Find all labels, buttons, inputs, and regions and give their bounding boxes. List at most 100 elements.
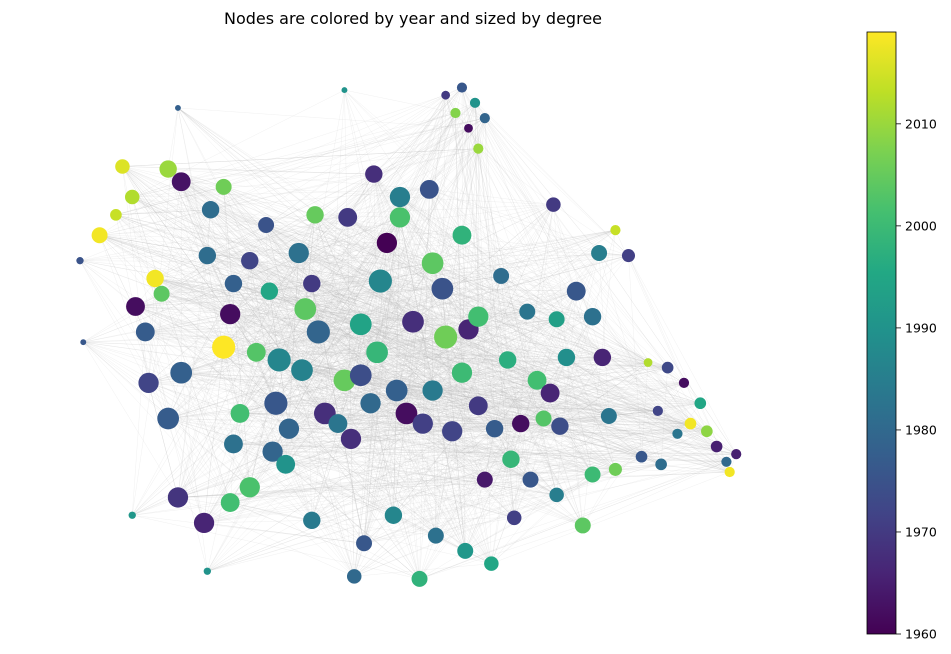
- edge: [461, 87, 557, 495]
- edge: [445, 235, 463, 338]
- edge: [315, 214, 400, 218]
- edge: [249, 260, 381, 282]
- edge: [314, 112, 456, 216]
- node-point: [294, 298, 317, 320]
- edge: [223, 148, 479, 348]
- edge: [435, 453, 737, 536]
- edge: [360, 128, 469, 376]
- edge: [168, 168, 374, 175]
- edge: [233, 443, 616, 470]
- edge: [350, 118, 486, 439]
- edge: [347, 217, 362, 376]
- edge: [79, 260, 136, 307]
- edge: [520, 357, 603, 424]
- node-point: [724, 466, 735, 478]
- edge: [249, 260, 381, 282]
- edge: [298, 252, 717, 447]
- node-point: [643, 358, 653, 367]
- edge: [373, 174, 424, 424]
- node-point: [175, 104, 181, 111]
- edge: [207, 291, 270, 572]
- node-point: [476, 471, 493, 488]
- edge: [465, 459, 512, 552]
- edge: [478, 148, 554, 205]
- edge: [350, 438, 355, 577]
- edge: [223, 186, 603, 358]
- edge: [167, 168, 492, 564]
- edge: [393, 197, 401, 516]
- node-layer: [76, 82, 742, 587]
- edge: [550, 382, 684, 394]
- edge: [168, 168, 316, 216]
- edge: [484, 403, 701, 480]
- edge: [608, 382, 685, 417]
- edge: [396, 197, 401, 391]
- edge: [510, 423, 691, 460]
- edge: [432, 262, 701, 404]
- edge: [347, 217, 352, 439]
- edge: [419, 474, 593, 580]
- edge: [513, 319, 557, 518]
- edge: [370, 229, 616, 404]
- node-point: [506, 510, 522, 526]
- edge: [233, 443, 737, 455]
- edge: [344, 90, 486, 480]
- edge: [207, 255, 394, 516]
- edge: [265, 224, 538, 381]
- edge: [210, 87, 463, 210]
- edge: [249, 260, 355, 577]
- edge: [399, 196, 453, 432]
- edge: [556, 319, 603, 358]
- edge: [272, 451, 737, 455]
- edge: [288, 428, 394, 516]
- edge: [210, 209, 515, 518]
- node-point: [710, 440, 723, 453]
- edge: [132, 196, 414, 322]
- edge: [154, 278, 234, 445]
- edge: [161, 293, 701, 404]
- edge: [314, 214, 394, 516]
- edge: [353, 148, 479, 577]
- node-point: [288, 242, 309, 264]
- edge: [641, 453, 737, 457]
- edge: [536, 380, 678, 435]
- edge: [204, 522, 365, 544]
- edge: [314, 214, 717, 447]
- edge: [386, 242, 531, 480]
- edge: [207, 459, 512, 572]
- edge: [380, 280, 685, 384]
- edge: [278, 359, 326, 414]
- edge: [233, 283, 407, 414]
- edge: [279, 359, 560, 427]
- edge: [115, 186, 224, 216]
- edge: [298, 252, 649, 363]
- edge: [229, 260, 251, 503]
- node-point: [291, 359, 313, 382]
- edge: [223, 316, 593, 348]
- edge: [442, 288, 603, 358]
- edge: [122, 166, 224, 188]
- edge: [99, 235, 303, 371]
- edge: [132, 196, 463, 373]
- edge: [115, 214, 352, 440]
- edge: [419, 525, 583, 580]
- edge: [239, 413, 544, 419]
- edge: [203, 347, 224, 523]
- edge: [161, 283, 234, 295]
- edge: [347, 102, 476, 218]
- edge: [376, 242, 388, 353]
- edge: [230, 423, 423, 503]
- edge: [279, 321, 414, 361]
- edge: [360, 375, 495, 429]
- edge: [115, 214, 280, 361]
- edge: [478, 148, 492, 564]
- edge: [354, 431, 707, 577]
- edge: [154, 278, 231, 315]
- edge: [347, 217, 727, 463]
- edge: [122, 166, 149, 383]
- edge: [324, 413, 593, 475]
- edge: [465, 423, 521, 552]
- edge: [155, 278, 414, 323]
- edge: [239, 413, 355, 577]
- edge: [429, 189, 730, 473]
